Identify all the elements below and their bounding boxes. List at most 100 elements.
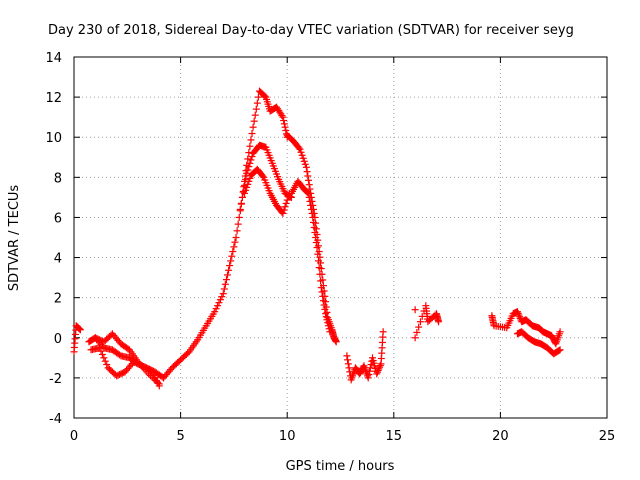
data-point [514,309,522,317]
data-point [238,193,246,201]
data-point [259,172,267,180]
plot-frame [73,56,608,419]
data-point [225,266,233,274]
data-point [211,308,219,316]
x-tick-label: 5 [176,429,184,444]
data-point [516,313,524,321]
data-point [245,149,253,157]
data-point [416,318,424,326]
data-point [231,238,239,246]
data-point [221,280,229,288]
y-tick-label: 14 [45,51,62,66]
data-point [155,382,163,390]
data-point [247,136,255,144]
data-point [321,305,329,313]
data-point [243,183,251,191]
data-point [244,155,252,163]
x-tick-label: 20 [492,429,509,444]
data-point [222,276,230,284]
x-axis-label: GPS time / hours [286,459,395,474]
data-point [214,302,222,310]
chart-title: Day 230 of 2018, Sidereal Day-to-day VTE… [48,23,574,38]
data-point [297,148,305,156]
data-point [300,157,308,165]
data-point [322,313,330,321]
x-tick-label: 25 [599,429,616,444]
data-point [246,174,254,182]
data-point [326,328,334,336]
data-point [228,252,236,260]
data-point [232,234,240,241]
data-point [212,305,220,313]
data-point [243,169,251,177]
data-point [295,144,303,152]
data-point [215,299,223,307]
data-point [373,368,381,376]
data-point [324,319,332,327]
data-point [236,205,244,213]
data-point [284,193,292,201]
data-point [332,338,340,346]
data-point [98,350,106,358]
data-point [306,197,314,205]
data-point [343,352,351,360]
y-tick-label: 0 [54,332,62,347]
x-tick-label: 10 [279,429,296,444]
data-point [253,99,261,107]
data-point [244,180,252,188]
data-point [307,205,315,213]
data-point [513,308,521,316]
data-point [366,364,374,372]
y-axis-label: SDTVAR / TECUs [7,185,22,292]
data-point [319,297,327,305]
data-point [555,346,563,354]
x-tick-label: 15 [386,429,403,444]
data-point [216,296,224,304]
data-point [344,360,352,368]
y-tick-label: 2 [54,292,62,307]
data-point [241,189,249,197]
data-point [415,323,423,331]
data-point [411,334,419,342]
data-point [515,311,523,319]
data-point [224,271,232,279]
data-point [248,153,256,161]
data-point [556,328,564,336]
y-tick-label: 6 [54,211,62,226]
data-point [280,206,288,214]
x-tick-labels: 0 5 10 15 20 25 [70,429,615,444]
data-point [254,93,262,101]
data-point [76,325,84,333]
data-point [324,322,332,330]
data-point [252,105,260,113]
data-point [103,361,111,369]
data-point [247,156,255,164]
data-point [246,159,254,167]
data-point [305,189,313,197]
data-point [278,111,286,119]
data-point [281,123,289,131]
data-point [317,284,325,292]
data-point [296,145,304,153]
data-point [556,346,564,354]
y-tick-label: -2 [49,372,62,387]
data-point [315,264,323,272]
data-point [281,203,289,211]
data-point [435,318,443,326]
data-point [320,301,328,309]
data-point [302,163,310,171]
y-tick-label: 12 [45,91,62,106]
data-point [248,130,256,138]
data-point [303,168,311,176]
data-point [304,172,312,180]
data-point [376,362,384,370]
data-point [226,262,234,270]
y-tick-label: -4 [49,412,62,427]
data-point [322,310,330,318]
data-point [364,374,372,382]
data-point [75,324,83,332]
x-tick-label: 0 [70,429,78,444]
data-point [237,199,245,207]
data-point [76,326,84,334]
